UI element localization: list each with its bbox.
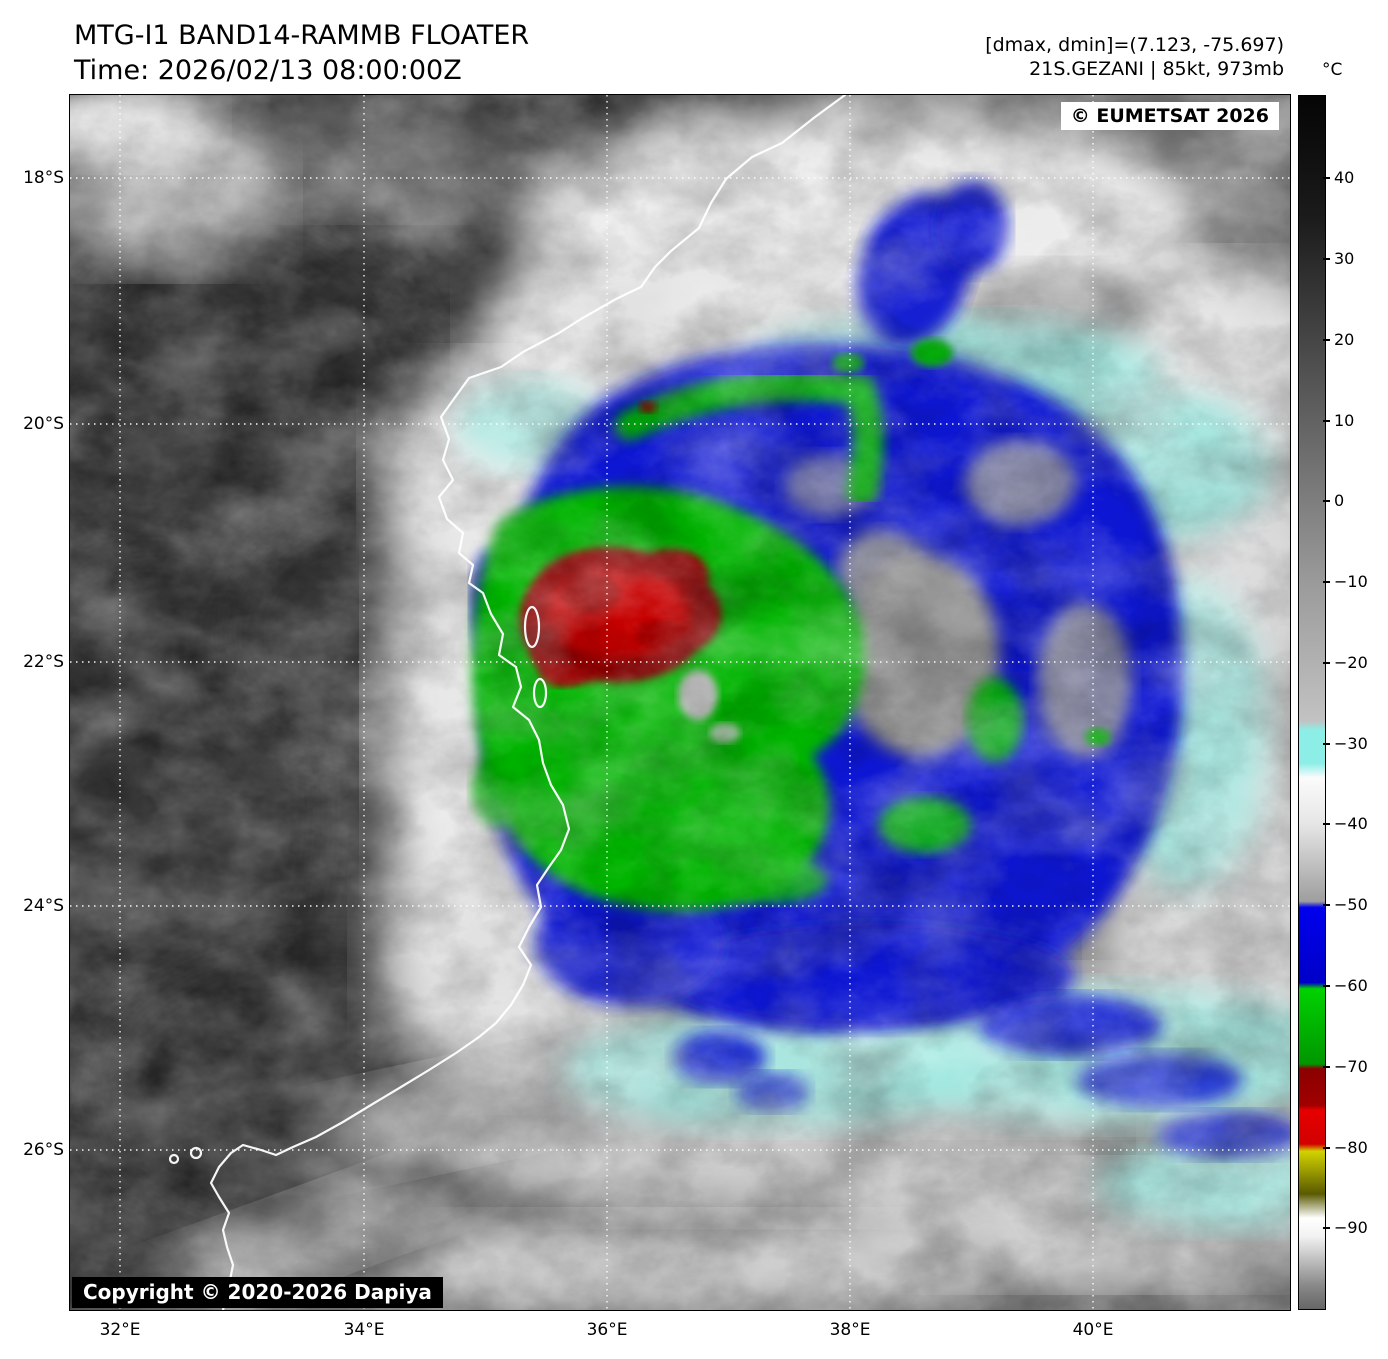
colorbar-tick-20: 20: [1322, 330, 1355, 349]
header-right: [dmax, dmin]=(7.123, -75.697) 21S.GEZANI…: [985, 33, 1284, 81]
colorbar-tick-40: 40: [1322, 168, 1355, 187]
colorbar-tick-m80: −80: [1323, 1138, 1368, 1157]
colorbar-tick-30: 30: [1322, 249, 1355, 268]
temperature-colorbar: [1298, 95, 1326, 1310]
copyright-badge: Copyright © 2020-2026 Dapiya: [72, 1277, 443, 1308]
coastline: [168, 95, 847, 1310]
colorbar-unit: °C: [1322, 60, 1343, 80]
eumetsat-badge: © EUMETSAT 2026: [1060, 102, 1279, 130]
colorbar-tick-m10: −10: [1323, 572, 1368, 591]
colorbar-tick-m50: −50: [1323, 895, 1368, 914]
lon-label-32e: 32°E: [99, 1320, 141, 1340]
lat-label-26s: 26°S: [23, 1140, 64, 1160]
lon-label-38e: 38°E: [829, 1320, 871, 1340]
lon-label-40e: 40°E: [1072, 1320, 1114, 1340]
colorbar-tick-m70: −70: [1323, 1057, 1368, 1076]
lat-label-22s: 22°S: [23, 652, 64, 672]
product-title: MTG-I1 BAND14-RAMMB FLOATER: [74, 20, 530, 51]
latlon-grid: [70, 95, 1290, 1310]
lon-label-36e: 36°E: [586, 1320, 628, 1340]
lat-label-24s: 24°S: [23, 896, 64, 916]
colorbar-tick-m20: −20: [1323, 653, 1368, 672]
lat-label-20s: 20°S: [23, 414, 64, 434]
storm-readout: 21S.GEZANI | 85kt, 973mb: [1029, 58, 1284, 80]
lat-label-18s: 18°S: [23, 168, 64, 188]
satellite-image: © EUMETSAT 2026 Copyright © 2020-2026 Da…: [69, 94, 1291, 1311]
colorbar-tick-10: 10: [1322, 411, 1355, 430]
texture-overlays: [70, 95, 1290, 1310]
timestamp: Time: 2026/02/13 08:00:00Z: [74, 55, 462, 86]
colorbar-tick-0: 0: [1322, 491, 1345, 510]
colorbar-tick-m60: −60: [1323, 976, 1368, 995]
header: MTG-I1 BAND14-RAMMB FLOATER Time: 2026/0…: [74, 18, 529, 88]
colorbar-tick-m40: −40: [1323, 814, 1368, 833]
dmax-dmin-readout: [dmax, dmin]=(7.123, -75.697): [985, 34, 1284, 56]
lon-label-34e: 34°E: [343, 1320, 385, 1340]
colorbar-tick-m90: −90: [1323, 1218, 1368, 1237]
colorbar-tick-m30: −30: [1323, 734, 1368, 753]
satellite-scene: [70, 95, 1290, 1310]
